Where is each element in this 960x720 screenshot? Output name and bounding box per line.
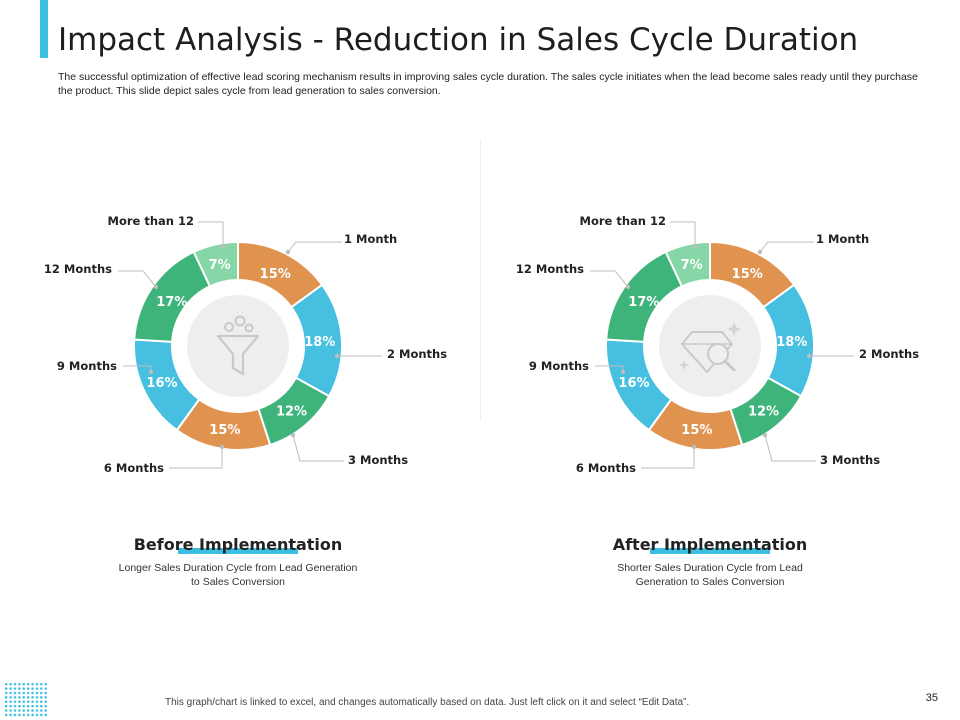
data-label-1-month: 15%: [260, 267, 291, 282]
donut-segments: [133, 240, 343, 451]
callout-dot: [691, 444, 697, 450]
callout-line-12-months: [118, 270, 157, 288]
callout-dot: [153, 284, 159, 290]
callout-dot: [762, 432, 768, 438]
page-title: Impact Analysis - Reduction in Sales Cyc…: [58, 22, 859, 58]
callout-dot: [219, 444, 225, 450]
footer-note: This graph/chart is linked to excel, and…: [165, 697, 690, 708]
category-label-3-months: 3 Months: [348, 453, 408, 467]
category-label-9-months: 9 Months: [57, 359, 117, 373]
data-label-1-month: 15%: [732, 267, 763, 282]
diamond-search-icon: [679, 322, 741, 373]
donut-segment-more-than-12[interactable]: [192, 240, 239, 288]
donut-chart-before[interactable]: 15% 18% 12% 15% 16% 17% 7% 1 Month 2 Months 3 Mon…: [0, 0, 480, 520]
callout-line-1-month: [287, 241, 342, 253]
callout-line-more-than-12: [670, 221, 696, 247]
donut-segment-more-than-12[interactable]: [664, 240, 711, 288]
magnifier-lens: [707, 343, 729, 365]
title-accent-bar: [40, 0, 48, 58]
data-label-3-months: 12%: [276, 405, 307, 420]
page-description: The successful optimization of effective…: [58, 71, 918, 97]
data-label-6-months: 15%: [209, 423, 240, 438]
sparkle-shape: [679, 360, 689, 370]
data-label-6-months: 15%: [681, 423, 712, 438]
decorative-dot-grid: [4, 682, 48, 718]
funnel-shape: [216, 334, 260, 376]
data-label-2-months: 18%: [304, 335, 335, 350]
category-label-2-months: 2 Months: [387, 347, 447, 361]
data-label-3-months: 12%: [748, 405, 779, 420]
callout-line-3-months: [764, 434, 816, 462]
donut-center: [187, 295, 289, 397]
callout-line-1-month: [759, 241, 814, 253]
data-label-12-months: 17%: [156, 295, 187, 310]
category-label-1-month: 1 Month: [344, 232, 397, 246]
callout-dot: [334, 353, 340, 359]
callout-dot: [290, 432, 296, 438]
callout-line-3-months: [292, 434, 344, 462]
category-label-6-months: 6 Months: [104, 461, 164, 475]
callout-dot: [620, 369, 626, 375]
chart-heading-text: Before Implementation: [133, 535, 343, 554]
callout-dot: [692, 244, 698, 250]
funnel-bubble: [244, 323, 254, 333]
funnel-bubble: [224, 322, 234, 332]
callout-dot: [625, 284, 631, 290]
data-label-more-than-12: 7%: [681, 258, 703, 273]
category-label-more-than-12: More than 12: [108, 214, 194, 228]
page-number: 35: [925, 692, 938, 704]
magnifier-handle: [723, 359, 736, 372]
category-label-1-month: 1 Month: [816, 232, 869, 246]
callout-dot: [285, 249, 291, 255]
callout-line-6-months: [169, 447, 223, 469]
data-label-more-than-12: 7%: [209, 258, 231, 273]
callout-line-more-than-12: [198, 221, 224, 247]
callout-line-6-months: [641, 447, 695, 469]
data-label-9-months: 16%: [618, 376, 649, 391]
category-label-9-months: 9 Months: [529, 359, 589, 373]
data-label-9-months: 16%: [146, 376, 177, 391]
donut-center: [659, 295, 761, 397]
funnel-bubble: [234, 315, 246, 327]
category-label-12-months: 12 Months: [44, 262, 112, 276]
callout-dot: [757, 249, 763, 255]
chart-heading-before: Before Implementation: [108, 535, 368, 554]
callout-dot: [806, 353, 812, 359]
category-label-12-months: 12 Months: [516, 262, 584, 276]
chart-heading-after: After Implementation: [580, 535, 840, 554]
chart-divider: [480, 140, 481, 420]
category-label-2-months: 2 Months: [859, 347, 919, 361]
category-label-6-months: 6 Months: [576, 461, 636, 475]
data-label-12-months: 17%: [628, 295, 659, 310]
chart-heading-text: After Implementation: [612, 535, 808, 554]
category-label-3-months: 3 Months: [820, 453, 880, 467]
callout-dot: [148, 369, 154, 375]
category-label-more-than-12: More than 12: [580, 214, 666, 228]
data-label-2-months: 18%: [776, 335, 807, 350]
callout-line-12-months: [590, 270, 629, 288]
donut-segments: [605, 240, 815, 451]
funnel-icon: [216, 315, 260, 376]
donut-chart-after[interactable]: 15% 18% 12% 15% 16% 17% 7% 1 Month 2 Months 3 Mon…: [0, 0, 960, 520]
chart-caption-before: Longer Sales Duration Cycle from Lead Ge…: [118, 562, 358, 588]
sparkle-shape: [727, 322, 741, 336]
callout-dot: [220, 244, 226, 250]
chart-caption-after: Shorter Sales Duration Cycle from Lead G…: [617, 562, 803, 588]
